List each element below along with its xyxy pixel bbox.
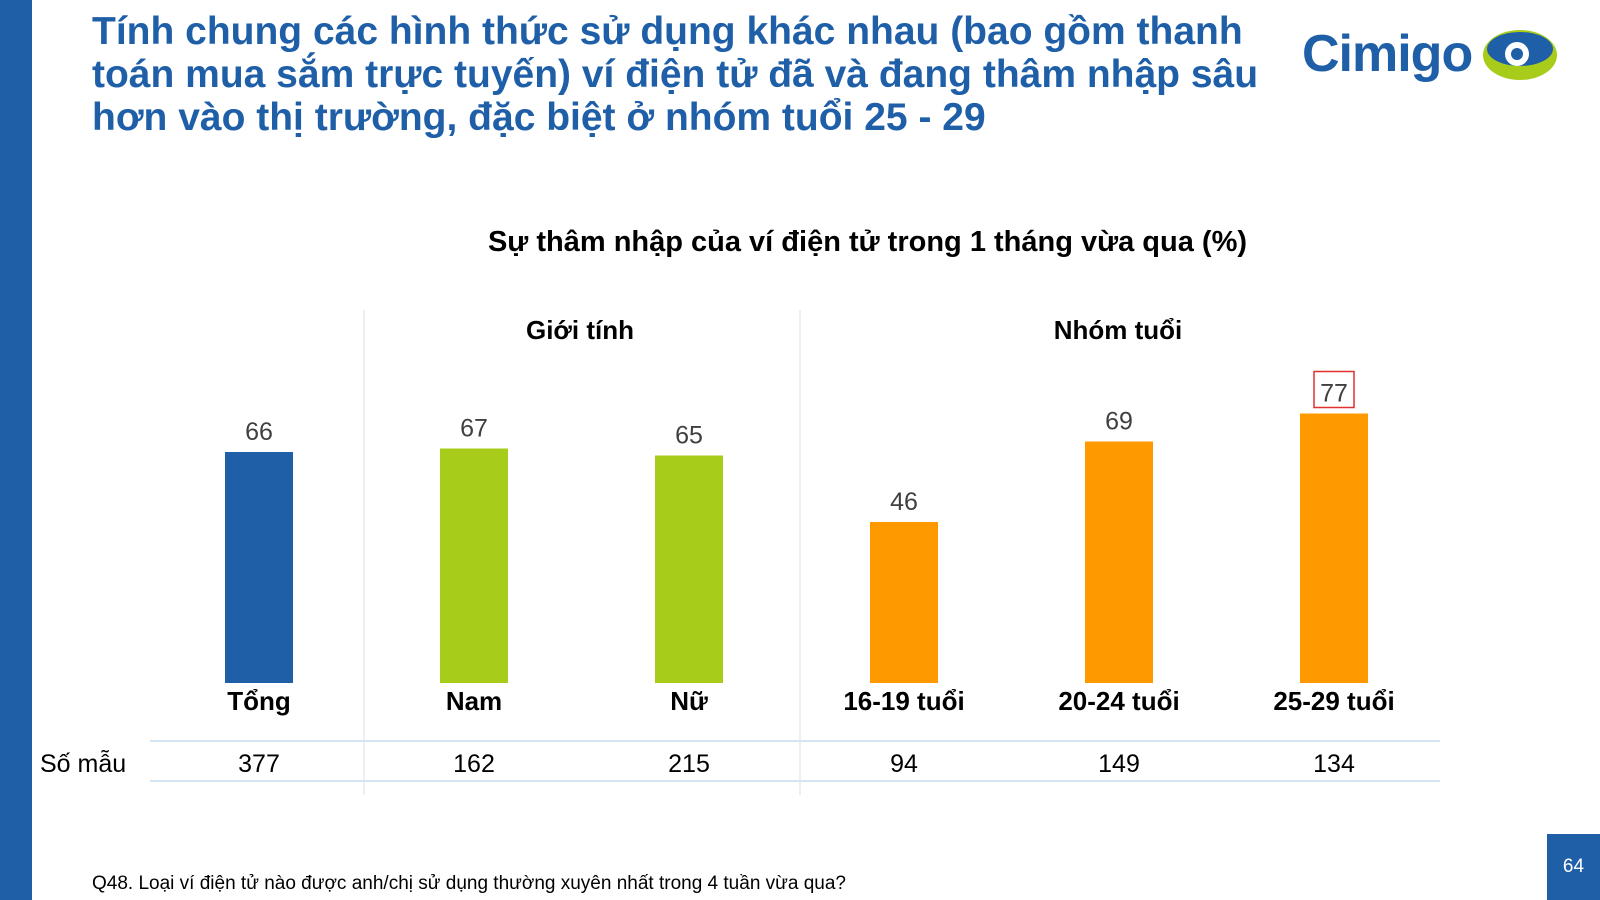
data-label: 67	[460, 415, 488, 443]
bar	[655, 455, 723, 683]
footnote: Q48. Loại ví điện tử nào được anh/chị sử…	[92, 873, 846, 894]
category-label: 20-24 tuổi	[1058, 686, 1179, 716]
sample-size-group: 377 162 215 94 149 134	[238, 750, 1355, 778]
bar-group	[225, 413, 1368, 683]
group-label-age: Nhóm tuổi	[1054, 315, 1183, 345]
page-title: Tính chung các hình thức sử dụng khác nh…	[92, 10, 1259, 139]
chart-title: Sự thâm nhập của ví điện tử trong 1 thán…	[487, 226, 1248, 258]
logo-text: Cimigo	[1302, 25, 1473, 83]
category-label: Tổng	[227, 686, 291, 716]
sample-size-value: 94	[890, 750, 918, 778]
sample-size-value: 134	[1313, 750, 1355, 778]
value-label-group: 66 67 65 46 69 77	[245, 370, 1355, 516]
category-label: 25-29 tuổi	[1273, 686, 1394, 716]
brand-logo: Cimigo	[1302, 22, 1567, 92]
data-label: 65	[675, 422, 703, 450]
data-label: 77	[1320, 380, 1348, 408]
eye-icon	[1483, 30, 1557, 80]
sample-size-value: 162	[453, 750, 495, 778]
bar	[1085, 441, 1153, 683]
page-number: 64	[1547, 834, 1600, 900]
category-label: Nữ	[670, 686, 708, 716]
left-accent-bar	[0, 0, 32, 900]
bar	[870, 522, 938, 683]
group-label-gender: Giới tính	[526, 315, 634, 345]
highlight-box	[1313, 370, 1355, 409]
data-label: 46	[890, 488, 918, 516]
sample-size-value: 215	[668, 750, 710, 778]
category-label-group: Tổng Nam Nữ 16-19 tuổi 20-24 tuổi 25-29 tuổi	[227, 686, 1394, 716]
category-label: Nam	[446, 686, 502, 716]
data-label: 69	[1105, 408, 1133, 436]
sample-row-label: Số mẫu	[40, 749, 126, 778]
data-label: 66	[245, 418, 273, 446]
bar	[225, 452, 293, 683]
bar	[1300, 413, 1368, 683]
sample-size-value: 377	[238, 750, 280, 778]
bar	[440, 448, 508, 683]
sample-size-value: 149	[1098, 750, 1140, 778]
category-label: 16-19 tuổi	[843, 686, 964, 716]
